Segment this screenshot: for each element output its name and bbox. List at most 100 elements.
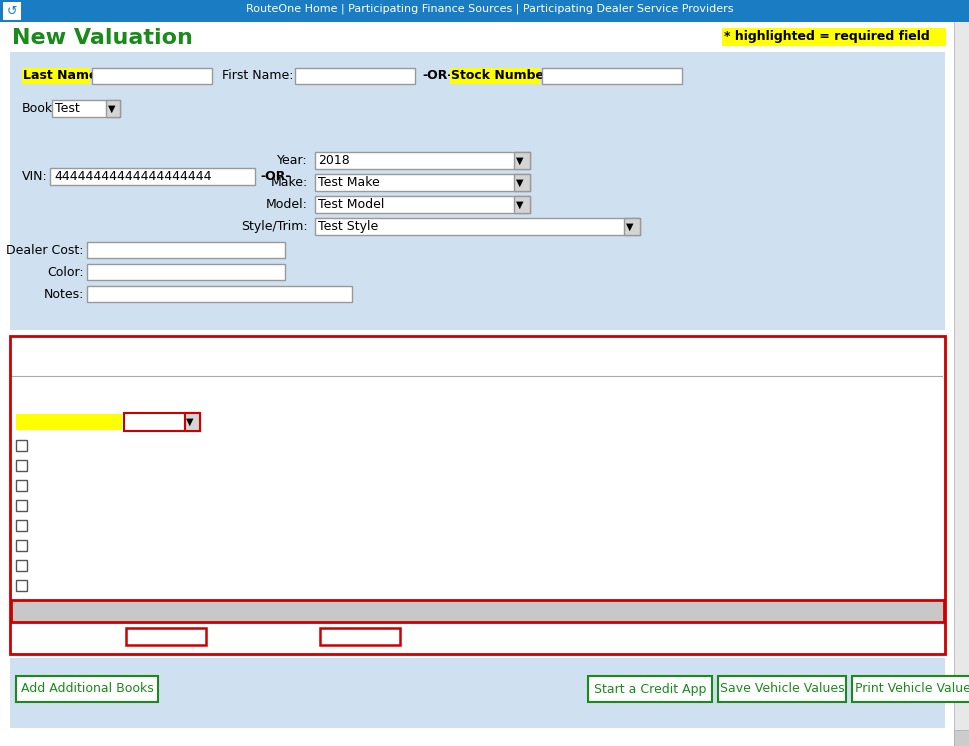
Text: Last Name:: Last Name:	[23, 69, 103, 82]
Text: Original MSRP: $: Original MSRP: $	[216, 630, 320, 643]
Text: Dealer Cost:: Dealer Cost:	[7, 244, 84, 257]
Text: Power Seat: Power Seat	[30, 539, 100, 552]
Bar	[953, 730, 969, 746]
Text: ↺: ↺	[7, 4, 17, 17]
Text: Year:: Year:	[277, 154, 308, 167]
Text: Vehicle Values: Vehicle Values	[72, 342, 162, 355]
Text: $ 50: $ 50	[685, 499, 713, 512]
Text: 44444444444444444444: 44444444444444444444	[54, 170, 211, 183]
Text: ▼: ▼	[516, 178, 523, 187]
Bar	[16, 520, 27, 531]
Text: Book:: Book:	[22, 102, 57, 115]
Bar	[16, 540, 27, 551]
Text: New Valuation: New Valuation	[12, 28, 193, 48]
Text: -OR-: -OR-	[260, 170, 290, 183]
Text: Color:: Color:	[47, 266, 84, 279]
Bar	[623, 218, 640, 235]
Text: RouteOne Home | Participating Finance Sources | Participating Dealer Service Pro: RouteOne Home | Participating Finance So…	[246, 4, 733, 14]
Text: Mileage:: Mileage:	[16, 380, 76, 393]
Text: $ 75: $ 75	[826, 499, 853, 512]
Bar	[72, 379, 192, 394]
Bar	[542, 68, 681, 84]
Text: First Name:: First Name:	[222, 69, 294, 82]
Text: $ 325: $ 325	[547, 579, 582, 592]
Text: Retail: Retail	[819, 342, 860, 355]
Bar	[10, 658, 944, 728]
Text: Style/Trim:: Style/Trim:	[241, 220, 308, 233]
Bar	[10, 336, 944, 654]
Bar	[11, 516, 943, 536]
Bar	[16, 480, 27, 491]
Text: Notes:: Notes:	[44, 288, 84, 301]
Text: Make:: Make:	[270, 176, 308, 189]
Text: Vehicle Condition:: Vehicle Condition:	[17, 415, 143, 428]
Bar	[717, 676, 845, 702]
Text: $ 800: $ 800	[821, 439, 858, 452]
Bar	[16, 414, 122, 430]
Text: 2018: 2018	[318, 154, 350, 167]
Text: Clean: Clean	[127, 415, 163, 428]
Text: $ 275: $ 275	[547, 539, 582, 552]
Text: $: $	[560, 380, 569, 393]
Text: $ 350: $ 350	[547, 519, 582, 532]
Text: VIN:: VIN:	[22, 170, 47, 183]
Bar	[11, 600, 943, 622]
Bar	[185, 413, 200, 431]
Bar	[87, 264, 285, 280]
Text: Test Model: Test Model	[318, 198, 384, 211]
Text: Total Vehicle Value:: Total Vehicle Value:	[16, 604, 169, 618]
Bar	[953, 0, 969, 746]
Text: Stock Number:: Stock Number:	[451, 69, 554, 82]
Text: Save Vehicle Values: Save Vehicle Values	[719, 683, 843, 695]
Text: $ 625: $ 625	[822, 559, 857, 572]
Bar	[10, 52, 944, 330]
Text: 3.6L V6 Engine: 3.6L V6 Engine	[30, 439, 124, 452]
Text: $13250: $13250	[815, 358, 863, 371]
Text: 2018 Test Make / Test Model:: 2018 Test Make / Test Model:	[16, 358, 196, 371]
Text: Model:: Model:	[266, 198, 308, 211]
Bar	[11, 556, 943, 576]
Bar	[16, 460, 27, 471]
Text: $ 400: $ 400	[821, 519, 857, 532]
Bar	[22, 68, 90, 84]
Text: Luggage Rack: Luggage Rack	[30, 499, 118, 512]
Bar	[126, 628, 205, 645]
Bar	[320, 628, 399, 645]
Bar	[315, 174, 529, 191]
Text: Test Make: Test Make	[318, 176, 379, 189]
Text: $ 550: $ 550	[681, 559, 717, 572]
Bar	[50, 168, 255, 185]
Bar	[87, 242, 285, 258]
Text: Wholesale/Invoice: $: Wholesale/Invoice: $	[16, 630, 145, 643]
Text: ▼: ▼	[108, 104, 115, 113]
Text: $: $	[835, 380, 843, 393]
Bar	[514, 196, 529, 213]
Text: Vehicle values shown are based on average mileage for the model year, unless spe: Vehicle values shown are based on averag…	[16, 398, 733, 408]
Bar	[16, 560, 27, 571]
Text: $ 325: $ 325	[681, 579, 717, 592]
Text: $ 550: $ 550	[547, 559, 582, 572]
Text: Guide ID:: Guide ID:	[16, 342, 80, 355]
Bar	[16, 580, 27, 591]
Text: $ 350: $ 350	[681, 519, 717, 532]
Text: $10775: $10775	[672, 604, 726, 618]
Bar	[3, 2, 21, 20]
Text: Print Vehicle Values: Print Vehicle Values	[854, 683, 969, 695]
Bar	[52, 100, 120, 117]
Text: 10775: 10775	[129, 630, 169, 643]
Text: $ 50: $ 50	[685, 479, 713, 492]
Bar	[315, 196, 529, 213]
Bar	[124, 413, 200, 431]
Text: 25400: 25400	[323, 630, 362, 643]
Bar	[11, 436, 943, 456]
Text: $ 0: $ 0	[554, 459, 575, 472]
Bar	[514, 174, 529, 191]
Text: ▼: ▼	[516, 155, 523, 166]
Text: $ 325: $ 325	[822, 539, 857, 552]
Bar	[450, 68, 540, 84]
Text: Test: Test	[55, 102, 79, 115]
Text: $13250: $13250	[813, 604, 865, 618]
Bar	[16, 440, 27, 451]
Bar	[106, 100, 120, 117]
Text: $9700: $9700	[543, 604, 586, 618]
